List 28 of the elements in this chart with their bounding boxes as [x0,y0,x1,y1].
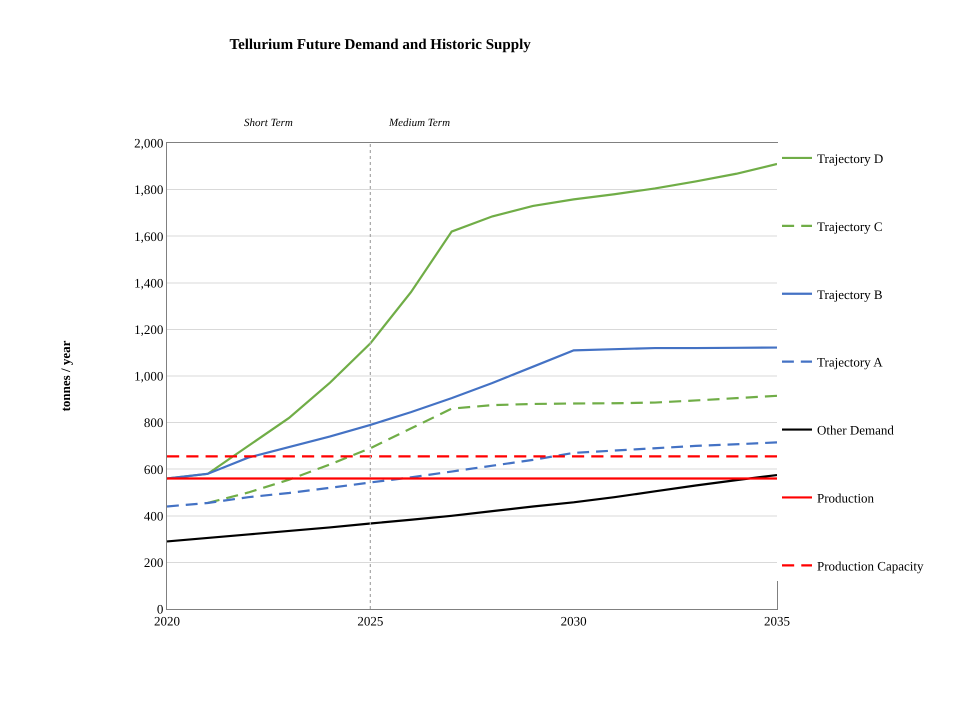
legend-label: Trajectory C [817,218,883,234]
text: Medium Term [388,117,450,129]
legend-label: Trajectory A [817,354,884,370]
line-series [167,474,777,543]
text: Short Term [244,117,293,129]
legend-label: Other Demand [817,422,894,438]
legend-label: Trajectory D [817,151,884,166]
y-tick-label: 400 [144,508,164,524]
y-tick-label: 1,800 [134,182,164,198]
line-series [167,441,777,508]
y-tick-label: 200 [144,554,164,570]
y-axis-title: tonnes / year [58,340,74,412]
legend-label: Production Capacity [817,558,924,574]
legend-label: Production [817,490,875,506]
x-tick-label: 2030 [560,614,587,629]
y-tick-label: 800 [144,415,164,430]
chart-title: Tellurium Future Demand and Historic Supply [229,37,532,54]
x-tick-label: 2035 [764,614,790,629]
y-tick-label: 600 [144,462,164,477]
legend-label: Trajectory B [817,286,883,302]
x-tick-label: 2025 [357,614,384,629]
y-tick-label: 1,000 [134,368,164,384]
y-tick-label: 2,000 [134,136,164,151]
y-tick-label: 1,200 [134,322,164,337]
y-tick-label: 1,600 [134,228,164,244]
line-series [206,394,777,504]
line-series [167,346,777,480]
y-tick-label: 1,400 [134,275,164,290]
